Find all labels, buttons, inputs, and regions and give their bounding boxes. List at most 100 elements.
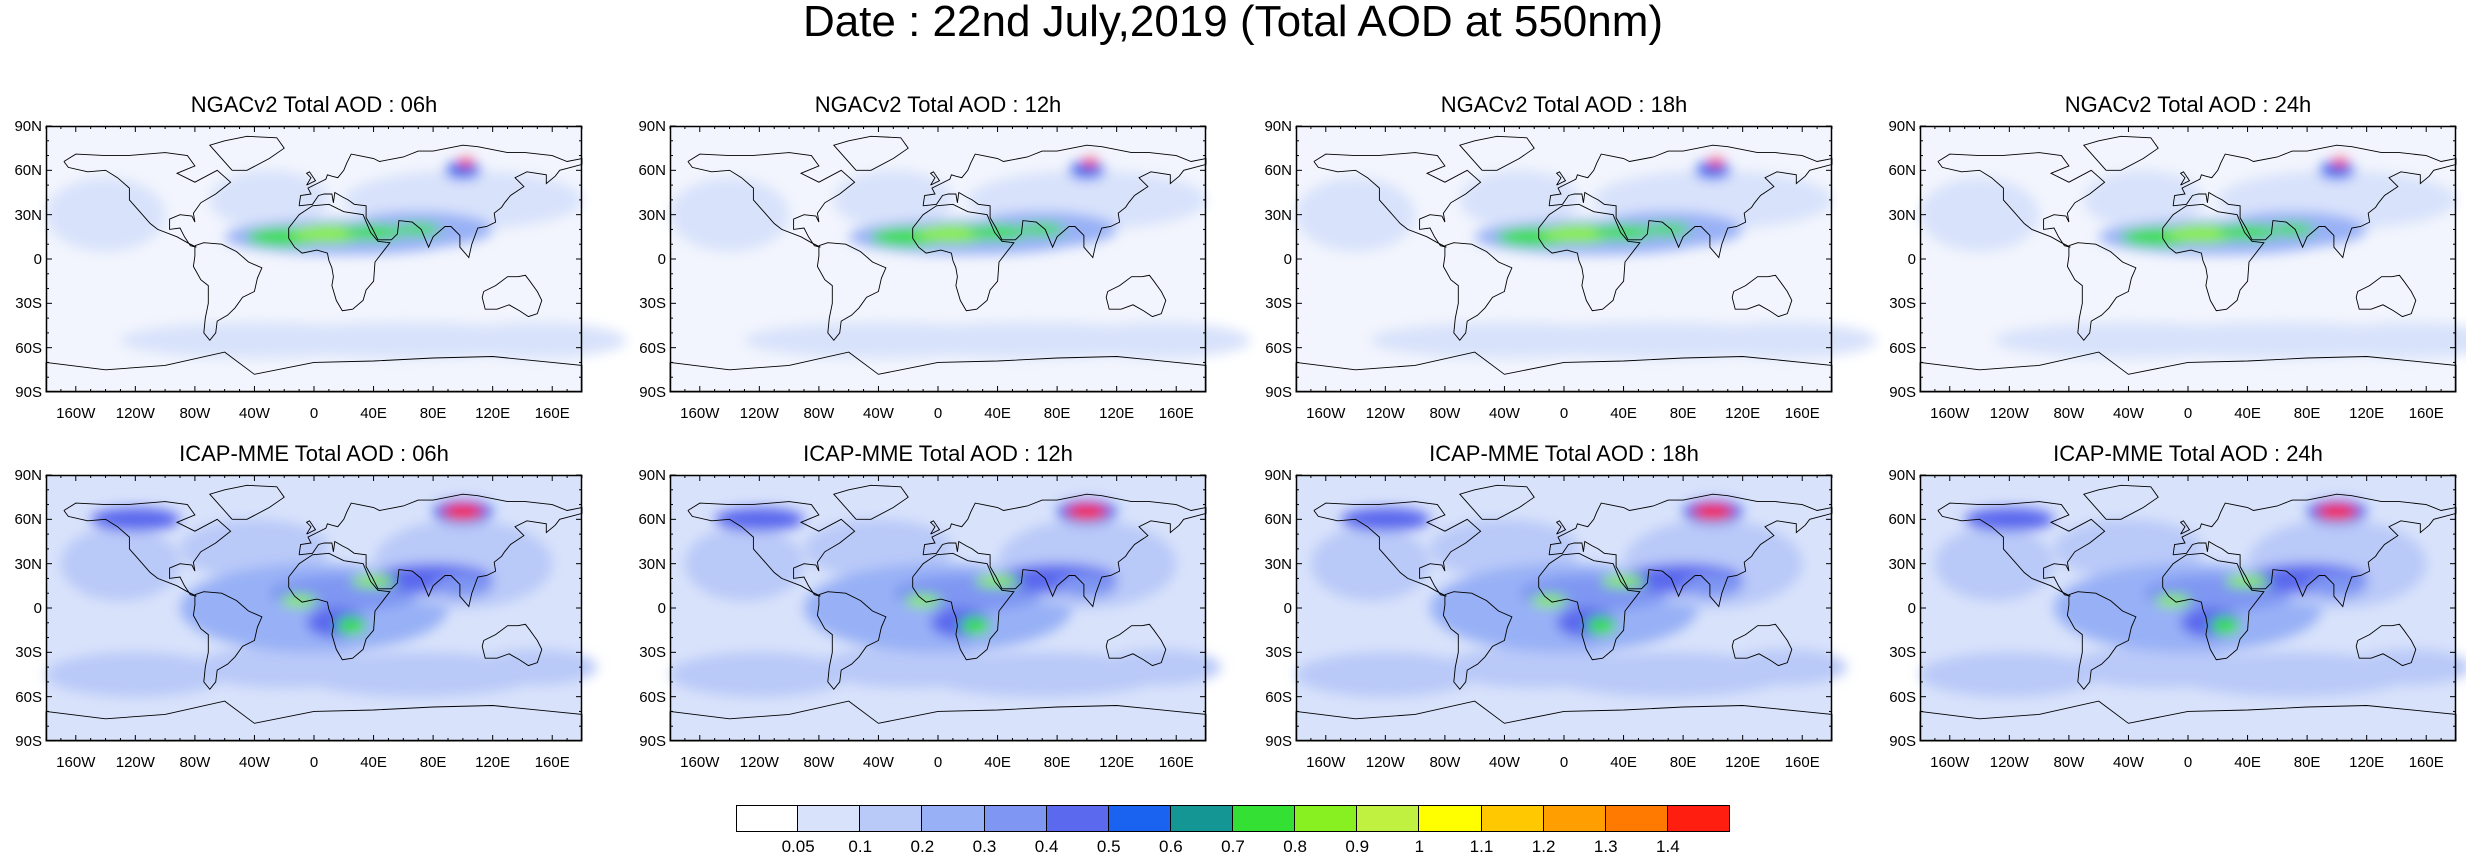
lon-tick-label: 80E: [1043, 754, 1071, 771]
lon-tick-label: 120W: [1365, 754, 1405, 771]
lon-tick-label: 160E: [2408, 405, 2444, 422]
aod-blob: [2332, 158, 2348, 168]
coastline: [929, 171, 941, 186]
aod-blob: [46, 177, 166, 252]
map-svg: [45, 125, 627, 393]
aod-blob: [2155, 594, 2191, 607]
lat-tick-label: 30S: [639, 295, 666, 313]
coastline: [1313, 152, 1482, 248]
coastline: [63, 152, 232, 248]
lat-tick-label: 90N: [1888, 467, 1916, 484]
lat-tick-label: 60S: [1889, 339, 1916, 357]
lon-tick-label: 40E: [2234, 754, 2261, 771]
lon-tick-label: 120W: [115, 754, 155, 771]
lon-tick-label: 80W: [2053, 405, 2085, 422]
coastline: [305, 171, 317, 186]
lon-tick-label: 160W: [56, 754, 96, 771]
lon-tick-label: 40W: [2113, 754, 2144, 771]
aod-map-ngac-12: [669, 125, 1251, 393]
aod-blob: [1101, 649, 1221, 685]
lat-tick-label: 90S: [1889, 733, 1916, 750]
aod-blob: [2351, 649, 2466, 685]
aod-blob: [967, 225, 1028, 240]
lon-tick-label: 0: [933, 405, 943, 422]
lat-tick-label: 30N: [1888, 555, 1916, 573]
lon-tick-label: 0: [933, 754, 943, 771]
coastline: [832, 135, 909, 171]
panel-title: NGACv2 Total AOD : 12h: [814, 92, 1062, 117]
aod-field: [1920, 500, 2466, 697]
aod-blob: [1057, 574, 1117, 598]
coastline: [288, 552, 391, 661]
colorbar-swatch: [1419, 805, 1482, 832]
aod-blob: [1920, 177, 2040, 252]
lon-tick-label: 40E: [1610, 405, 1637, 422]
aod-blob: [714, 507, 804, 532]
coastline: [929, 520, 941, 535]
page-title: Date : 22nd July,2019 (Total AOD at 550n…: [802, 0, 1664, 46]
lon-tick-label: 160W: [680, 405, 720, 422]
colorbar-level-label: 0.3: [972, 837, 997, 856]
lat-tick-label: 0: [1907, 251, 1916, 268]
colorbar-level-label: 1: [1414, 837, 1425, 856]
lon-tick-label: 40W: [239, 754, 270, 771]
aod-field: [1296, 500, 1847, 697]
coastline: [2355, 623, 2417, 667]
lon-tick-label: 160W: [1306, 754, 1346, 771]
aod-blob: [2210, 616, 2241, 635]
lat-tick-label: 30N: [638, 555, 666, 573]
lat-tick-label: 0: [33, 251, 42, 268]
colorbar-swatch: [1605, 805, 1668, 832]
coastline: [1731, 623, 1793, 667]
lon-tick-label: 120W: [1989, 405, 2029, 422]
lat-tick-label: 60S: [1265, 339, 1292, 357]
aod-blob: [1531, 594, 1567, 607]
aod-blob: [281, 594, 317, 607]
colorbar-swatch: [1233, 805, 1296, 832]
lat-tick-label: 90N: [14, 118, 42, 135]
lon-tick-label: 0: [2183, 405, 2193, 422]
lon-tick-label: 120E: [1099, 405, 1135, 422]
lon-tick-label: 80E: [2293, 405, 2321, 422]
coastline: [192, 591, 263, 691]
map-svg: [1295, 125, 1877, 393]
aod-blob: [2173, 652, 2412, 697]
lat-tick-label: 30N: [1264, 206, 1292, 224]
aod-blob: [2319, 161, 2355, 180]
lat-tick-label: 30S: [639, 644, 666, 662]
coastline: [912, 203, 1015, 312]
aod-blob: [477, 649, 597, 685]
coastline: [2066, 591, 2137, 691]
aod-map-icap-12: [669, 474, 1221, 742]
aod-blob: [804, 519, 953, 579]
lon-tick-label: 80E: [1669, 405, 1697, 422]
lon-tick-label: 40W: [1489, 754, 1520, 771]
coastline: [2179, 520, 2191, 535]
lon-tick-label: 120E: [475, 754, 511, 771]
aod-field: [46, 158, 627, 359]
lon-tick-label: 0: [1559, 754, 1569, 771]
lat-tick-label: 30N: [1888, 206, 1916, 224]
lat-tick-label: 0: [1907, 600, 1916, 617]
colorbar-level-label: 0.8: [1283, 837, 1307, 856]
aod-map-icap-06: [45, 474, 597, 742]
lon-tick-label: 40E: [2234, 405, 2261, 422]
aod-blob: [923, 652, 1162, 697]
lon-tick-label: 160E: [1158, 405, 1194, 422]
lon-tick-label: 40E: [360, 754, 387, 771]
coastline: [687, 501, 856, 597]
lon-tick-label: 160E: [2408, 754, 2444, 771]
lon-tick-label: 120W: [1989, 754, 2029, 771]
aod-blob: [1964, 507, 2054, 532]
aod-blob: [1069, 161, 1105, 180]
coastline: [816, 591, 887, 691]
colorbar-level-label: 1.4: [1656, 837, 1680, 856]
lon-tick-label: 40E: [984, 405, 1011, 422]
lat-tick-label: 0: [657, 600, 666, 617]
lon-tick-label: 0: [2183, 754, 2193, 771]
coastline: [1458, 135, 1535, 171]
colorbar-swatch: [1295, 805, 1358, 832]
panel-title: ICAP-MME Total AOD : 18h: [1429, 441, 1699, 466]
colorbar-level-label: 0.1: [848, 837, 873, 856]
lat-tick-label: 60S: [15, 339, 42, 357]
